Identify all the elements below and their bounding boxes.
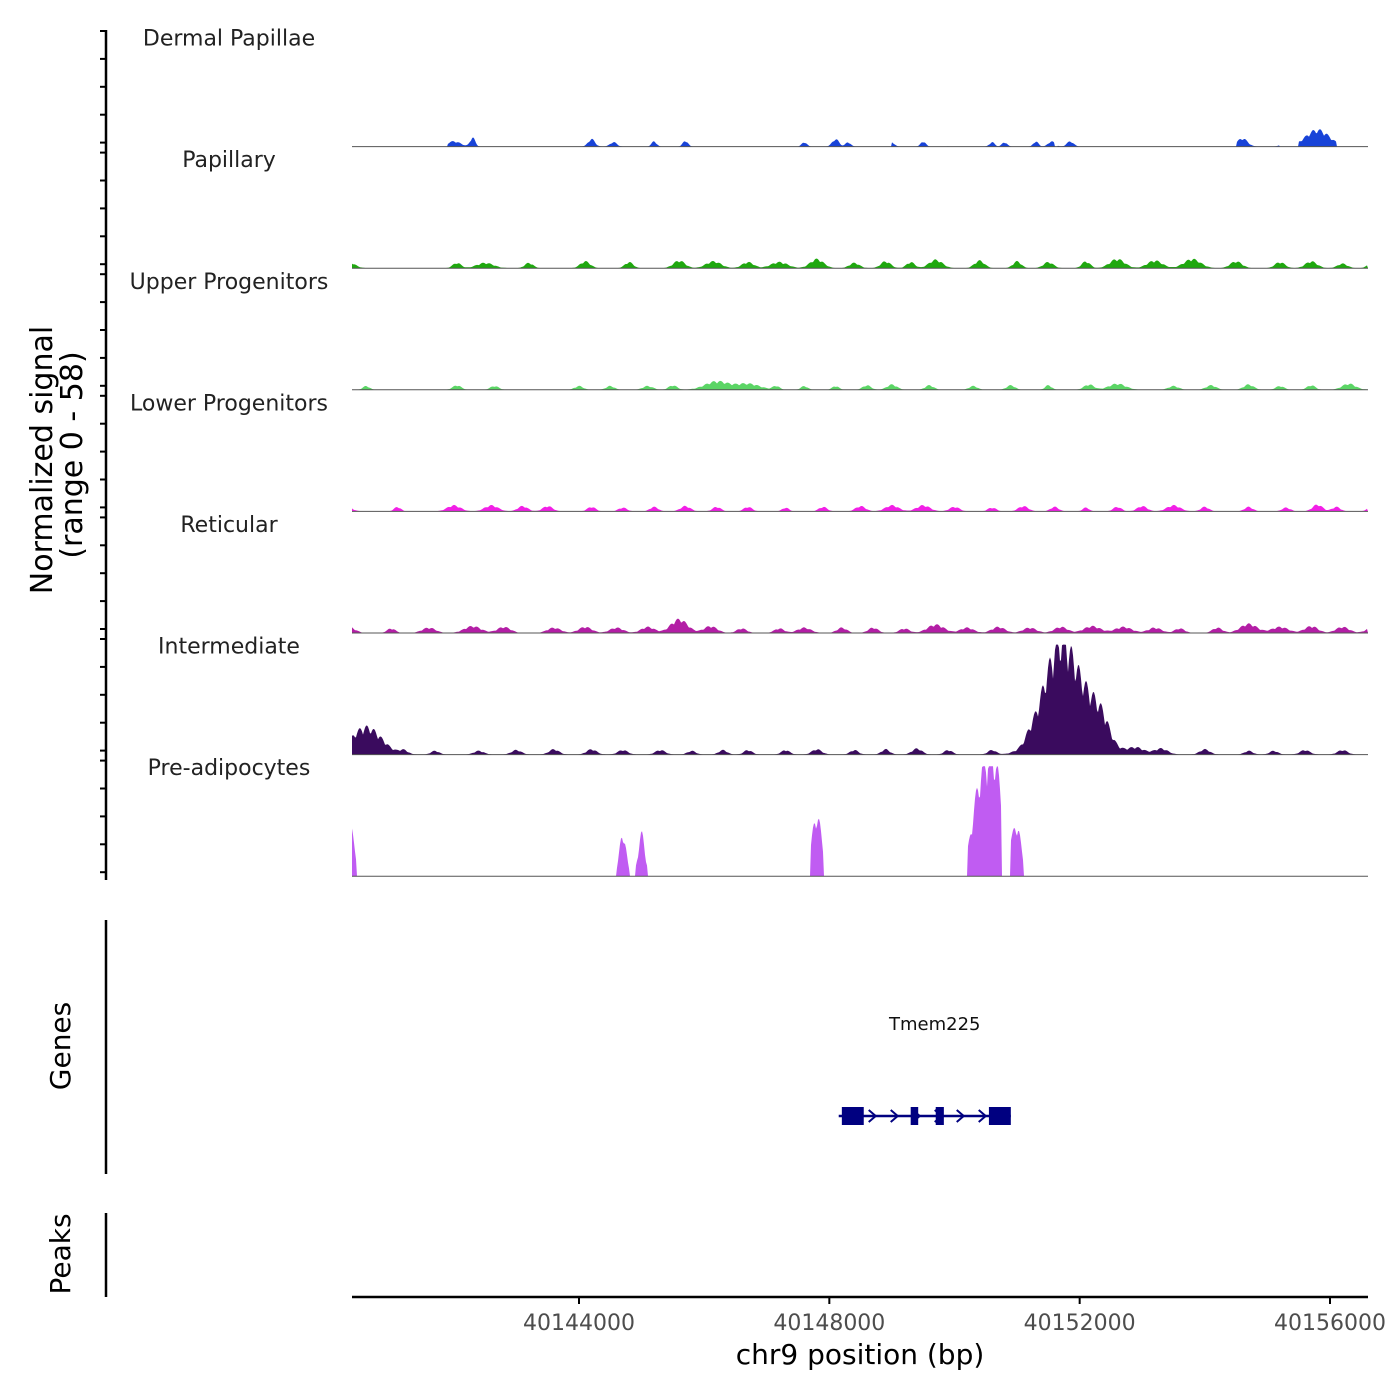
track-label: Lower Progenitors bbox=[130, 391, 328, 416]
track-pre-adipocytes bbox=[352, 766, 1368, 877]
track-intermediate bbox=[352, 644, 1368, 756]
track-label: Reticular bbox=[180, 513, 278, 538]
track-papillary bbox=[352, 258, 1368, 269]
peaks-panel bbox=[104, 1213, 108, 1297]
track-lower-progenitors bbox=[352, 504, 1368, 512]
track-dermal-papillae bbox=[352, 129, 1368, 148]
signal-y-axis bbox=[100, 30, 108, 880]
track-label: Papillary bbox=[182, 148, 276, 173]
signal-area bbox=[352, 129, 1368, 147]
gene-label: Tmem225 bbox=[888, 1014, 981, 1035]
track-label: Intermediate bbox=[158, 635, 300, 660]
coverage-tracks bbox=[352, 129, 1368, 877]
gene-tmem225: Tmem225 bbox=[838, 1014, 1011, 1125]
signal-area bbox=[352, 644, 1368, 755]
track-upper-progenitors bbox=[352, 380, 1368, 391]
strand-arrow bbox=[890, 1109, 900, 1123]
x-tick-label: 40144000 bbox=[523, 1311, 635, 1336]
y-axis-title-line1: Normalized signal bbox=[25, 326, 60, 594]
exon bbox=[935, 1107, 944, 1125]
x-tick-label: 40156000 bbox=[1274, 1311, 1386, 1336]
strand-arrow bbox=[978, 1109, 988, 1123]
y-axis-title-line2: (range 0 - 58) bbox=[55, 351, 90, 558]
x-tick-label: 40152000 bbox=[1024, 1311, 1136, 1336]
exon bbox=[841, 1107, 864, 1125]
genes-axis-title: Genes bbox=[44, 1002, 77, 1090]
strand-arrow bbox=[956, 1109, 966, 1123]
genes-panel: Tmem225 bbox=[104, 920, 1011, 1174]
track-label: Upper Progenitors bbox=[130, 270, 329, 295]
signal-area bbox=[352, 766, 1368, 877]
x-tick-label: 40148000 bbox=[773, 1311, 885, 1336]
exon bbox=[910, 1107, 919, 1125]
signal-area bbox=[352, 504, 1368, 512]
track-labels: Dermal Papillae Papillary Upper Progenitor… bbox=[130, 27, 329, 782]
track-label: Pre-adipocytes bbox=[148, 756, 311, 781]
track-reticular bbox=[352, 618, 1368, 634]
signal-area bbox=[352, 258, 1368, 269]
track-label: Dermal Papillae bbox=[143, 27, 315, 52]
signal-area bbox=[352, 380, 1368, 390]
peaks-axis-title: Peaks bbox=[44, 1213, 77, 1294]
x-axis: 40144000 40148000 40152000 40156000 bbox=[352, 1295, 1386, 1336]
exon bbox=[988, 1107, 1011, 1125]
x-axis-title: chr9 position (bp) bbox=[736, 1338, 985, 1371]
strand-arrow bbox=[868, 1109, 878, 1123]
signal-area bbox=[352, 618, 1368, 633]
